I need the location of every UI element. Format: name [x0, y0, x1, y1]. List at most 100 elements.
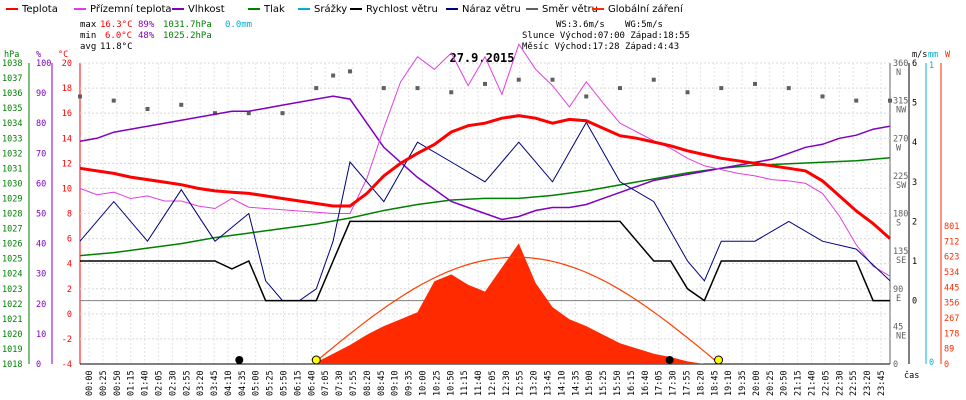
pressure-tick: 1022 — [2, 300, 22, 310]
pressure-tick: 1034 — [2, 119, 22, 129]
humidity-tick: 60 — [36, 179, 46, 189]
ground-temp-line — [79, 43, 891, 277]
pressure-tick: 1023 — [2, 285, 22, 295]
x-tick-label: 04:35 — [238, 370, 248, 396]
x-tick-label: 18:20 — [696, 370, 706, 396]
x-tick-label: 03:45 — [210, 370, 220, 396]
x-tick-label: 21:15 — [794, 370, 804, 396]
temperature-tick: -2 — [62, 335, 72, 345]
x-tick-label: 14:10 — [557, 370, 567, 396]
wind-dir-point — [483, 81, 487, 86]
wind-dir-point — [820, 94, 825, 99]
wind-dir-tick: 135 — [893, 247, 908, 257]
wind-dir-point — [331, 73, 336, 78]
pressure-tick: 1026 — [2, 240, 22, 250]
x-tick-label: 01:40 — [141, 370, 151, 396]
x-tick-label: 23:20 — [863, 370, 873, 396]
wind-dir-point — [145, 106, 150, 111]
x-axis-title: čas — [904, 370, 919, 381]
temperature-tick: 16 — [62, 109, 72, 119]
wind-speed-tick: 4 — [912, 138, 917, 148]
legend-label: Rychlost větru — [366, 3, 438, 15]
x-tick-label: 10:50 — [446, 370, 456, 396]
radiation-area — [312, 243, 705, 364]
sunrise-marker — [311, 355, 321, 365]
stat-max-press: 1031.7hPa — [163, 20, 212, 30]
pressure-tick: 1018 — [2, 360, 22, 370]
wind-dir-label: S — [896, 219, 901, 229]
temperature-tick: 0 — [67, 310, 72, 320]
wind-dir-point — [179, 102, 184, 107]
pressure-tick: 1029 — [2, 194, 22, 204]
temperature-tick: 14 — [62, 134, 72, 144]
moonset-marker — [235, 356, 244, 364]
wind-dir-point — [786, 86, 791, 91]
x-tick-label: 05:00 — [252, 370, 262, 396]
humidity-tick: 40 — [36, 240, 46, 250]
x-tick-label: 00:00 — [85, 370, 95, 396]
legend-label: Náraz větru — [462, 3, 521, 15]
radiation-tick: 623 — [944, 253, 959, 263]
radiation-tick: 356 — [944, 299, 959, 309]
legend-label: Teplota — [21, 4, 58, 15]
x-tick-label: 06:15 — [293, 370, 303, 396]
temperature-tick: 2 — [67, 285, 72, 295]
wind-speed-tick: 1 — [912, 257, 917, 267]
wind-speed-tick: 2 — [912, 217, 917, 227]
x-tick-label: 03:20 — [196, 370, 206, 396]
wind-dir-tick: 315 — [893, 97, 908, 107]
x-tick-label: 15:50 — [613, 370, 623, 396]
radiation-tick: 267 — [944, 314, 959, 324]
temperature-tick: 18 — [62, 84, 72, 94]
radiation-tick: 534 — [944, 268, 959, 278]
legend-label: Srážky — [314, 3, 347, 15]
info-ws: WS:3.6m/s — [556, 20, 605, 30]
temperature-tick: 6 — [67, 235, 72, 245]
wind-dir-point — [78, 94, 82, 99]
wind-speed-tick: 0 — [912, 297, 917, 307]
x-tick-label: 08:20 — [363, 370, 373, 396]
wind-dir-point — [753, 81, 757, 86]
wind-dir-tick: 270 — [893, 134, 908, 144]
stats-block: max 16.3°C 89% 1031.7hPa 0.0mm min 6.0°C… — [80, 20, 252, 52]
humidity-unit: % — [36, 50, 41, 60]
x-tick-label: 20:50 — [780, 370, 790, 396]
x-tick-label: 15:00 — [585, 370, 595, 396]
stat-max-label: max — [80, 20, 97, 30]
x-tick-label: 09:10 — [391, 370, 401, 396]
wind-dir-tick: 0 — [893, 360, 898, 370]
info-wg: WG:5m/s — [625, 20, 663, 30]
stat-min-label: min — [80, 31, 96, 41]
radiation-unit: W — [945, 50, 951, 60]
humidity-tick: 10 — [36, 330, 46, 340]
wind-dir-point — [550, 77, 555, 82]
pressure-unit: hPa — [4, 50, 19, 60]
x-tick-label: 16:40 — [641, 370, 651, 396]
wind-dir-point — [280, 111, 285, 116]
wind-speed-unit: m/s — [912, 50, 927, 60]
wind-dir-point — [854, 98, 859, 103]
x-tick-label: 05:25 — [266, 370, 276, 396]
pressure-tick: 1019 — [2, 345, 22, 355]
wind-speed-line — [80, 220, 890, 302]
info-moon: Měsíc Východ:17:28 Západ:4:43 — [522, 42, 679, 52]
x-tick-label: 02:30 — [168, 370, 178, 396]
humidity-tick: 90 — [36, 89, 46, 99]
temperature-tick: 8 — [67, 210, 72, 220]
pressure-tick: 1021 — [2, 315, 22, 325]
x-tick-label: 02:05 — [154, 370, 164, 396]
x-tick-label: 08:45 — [377, 370, 387, 396]
wind-dir-tick: 225 — [893, 172, 908, 182]
x-axis: 00:00 00:25 00:50 01:15 01:40 02:05 02:30 02:55… — [85, 370, 887, 396]
pressure-tick: 1037 — [2, 74, 22, 84]
humidity-tick: 50 — [36, 210, 46, 220]
wind-dir-tick: 360 — [893, 59, 908, 69]
x-tick-label: 12:05 — [488, 370, 498, 396]
x-tick-label: 12:30 — [502, 370, 512, 396]
stat-avg-label: avg — [80, 42, 96, 52]
pressure-tick: 1035 — [2, 104, 22, 114]
x-tick-label: 20:25 — [766, 370, 776, 396]
x-tick-label: 16:15 — [627, 370, 637, 396]
x-tick-label: 09:35 — [405, 370, 415, 396]
x-tick-label: 00:50 — [113, 370, 123, 396]
